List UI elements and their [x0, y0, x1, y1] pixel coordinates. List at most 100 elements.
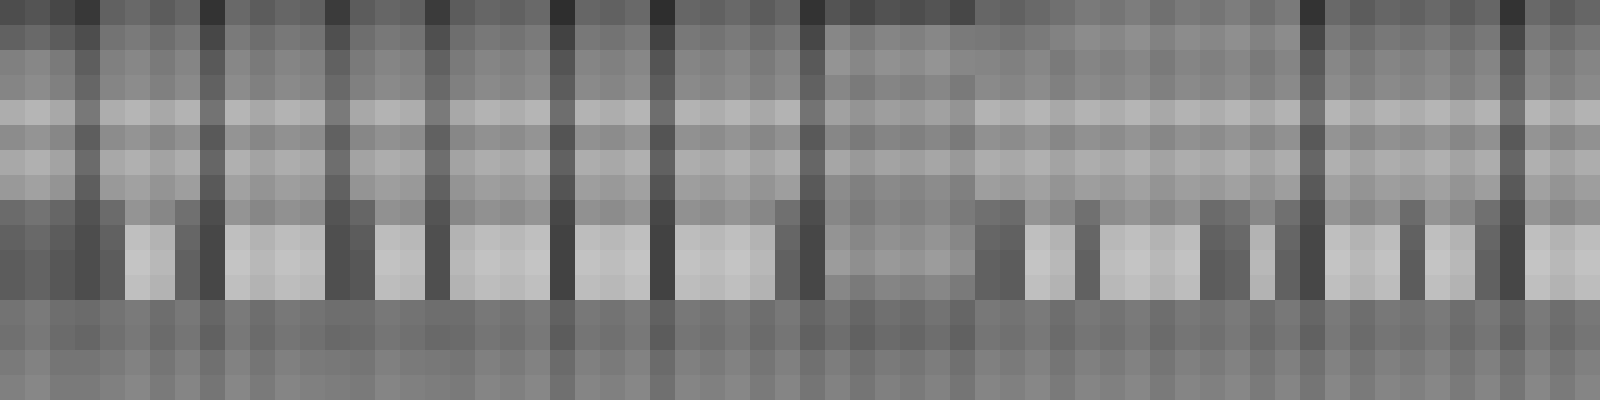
heatmap-cell — [900, 125, 926, 151]
heatmap-cell — [1250, 75, 1276, 101]
heatmap-cell — [825, 225, 851, 251]
heatmap-cell — [700, 325, 726, 351]
heatmap-cell — [1275, 50, 1301, 76]
heatmap-cell — [1450, 150, 1476, 176]
heatmap-cell — [550, 100, 576, 126]
heatmap-cell — [650, 200, 676, 226]
heatmap-cell — [50, 175, 76, 201]
heatmap-cell — [750, 275, 776, 301]
heatmap-cell — [325, 50, 351, 76]
heatmap-cell — [1050, 175, 1076, 201]
heatmap-cell — [925, 275, 951, 301]
heatmap-cell — [1300, 325, 1326, 351]
heatmap-cell — [50, 200, 76, 226]
heatmap-cell — [775, 150, 801, 176]
heatmap-cell — [650, 100, 676, 126]
heatmap-cell — [650, 375, 676, 400]
heatmap-cell — [1450, 200, 1476, 226]
heatmap-cell — [1575, 150, 1600, 176]
heatmap-cell — [600, 325, 626, 351]
heatmap-cell — [975, 150, 1001, 176]
heatmap-cell — [1150, 25, 1176, 51]
cells — [0, 0, 1600, 400]
heatmap-cell — [1475, 125, 1501, 151]
heatmap-cell — [1225, 50, 1251, 76]
heatmap-cell — [1125, 250, 1151, 276]
heatmap-cell — [1100, 75, 1126, 101]
heatmap-cell — [1000, 150, 1026, 176]
heatmap-cell — [1550, 225, 1576, 251]
heatmap-cell — [425, 100, 451, 126]
heatmap-cell — [1175, 250, 1201, 276]
heatmap-cell — [900, 200, 926, 226]
chart-container — [0, 0, 1600, 400]
heatmap-cell — [1525, 200, 1551, 226]
heatmap-cell — [200, 25, 226, 51]
heatmap-cell — [1425, 375, 1451, 400]
heatmap-cell — [25, 0, 51, 26]
heatmap-cell — [975, 25, 1001, 51]
heatmap-cell — [1400, 250, 1426, 276]
heatmap-cell — [775, 200, 801, 226]
heatmap-cell — [550, 125, 576, 151]
heatmap-cell — [675, 225, 701, 251]
heatmap-cell — [575, 150, 601, 176]
heatmap-cell — [0, 125, 26, 151]
heatmap-cell — [150, 325, 176, 351]
heatmap-cell — [400, 375, 426, 400]
heatmap-cell — [650, 0, 676, 26]
heatmap-cell — [1375, 250, 1401, 276]
heatmap-cell — [950, 300, 976, 326]
heatmap-cell — [1375, 125, 1401, 151]
heatmap-cell — [150, 250, 176, 276]
heatmap-cell — [475, 350, 501, 376]
heatmap-cell — [1525, 225, 1551, 251]
heatmap-cell — [975, 100, 1001, 126]
heatmap-cell — [1100, 300, 1126, 326]
heatmap-cell — [1125, 125, 1151, 151]
heatmap-cell — [250, 75, 276, 101]
heatmap-cell — [275, 375, 301, 400]
heatmap-cell — [1200, 275, 1226, 301]
heatmap-cell — [925, 175, 951, 201]
heatmap-cell — [1475, 175, 1501, 201]
heatmap-cell — [1200, 350, 1226, 376]
heatmap-cell — [1225, 150, 1251, 176]
heatmap-cell — [850, 100, 876, 126]
heatmap-cell — [700, 300, 726, 326]
heatmap-cell — [500, 375, 526, 400]
heatmap-cell — [275, 25, 301, 51]
heatmap-cell — [125, 350, 151, 376]
heatmap-cell — [50, 150, 76, 176]
heatmap-cell — [175, 25, 201, 51]
heatmap-cell — [450, 300, 476, 326]
heatmap-cell — [825, 125, 851, 151]
heatmap-cell — [1400, 300, 1426, 326]
heatmap-cell — [900, 0, 926, 26]
heatmap-cell — [1100, 350, 1126, 376]
heatmap-cell — [550, 75, 576, 101]
heatmap-cell — [525, 50, 551, 76]
heatmap-cell — [400, 250, 426, 276]
heatmap-cell — [1150, 350, 1176, 376]
heatmap-cell — [925, 50, 951, 76]
heatmap-cell — [775, 75, 801, 101]
heatmap-cell — [1275, 25, 1301, 51]
heatmap-cell — [750, 100, 776, 126]
heatmap-cell — [300, 150, 326, 176]
heatmap-cell — [150, 200, 176, 226]
heatmap-cell — [800, 150, 826, 176]
heatmap-cell — [325, 250, 351, 276]
heatmap-cell — [675, 100, 701, 126]
heatmap-cell — [1350, 250, 1376, 276]
heatmap-cell — [225, 75, 251, 101]
heatmap-cell — [725, 125, 751, 151]
heatmap-cell — [925, 250, 951, 276]
heatmap-cell — [775, 125, 801, 151]
heatmap-cell — [700, 50, 726, 76]
heatmap-cell — [450, 150, 476, 176]
heatmap-cell — [425, 275, 451, 301]
heatmap-cell — [1425, 175, 1451, 201]
heatmap-cell — [1450, 25, 1476, 51]
heatmap-cell — [825, 250, 851, 276]
